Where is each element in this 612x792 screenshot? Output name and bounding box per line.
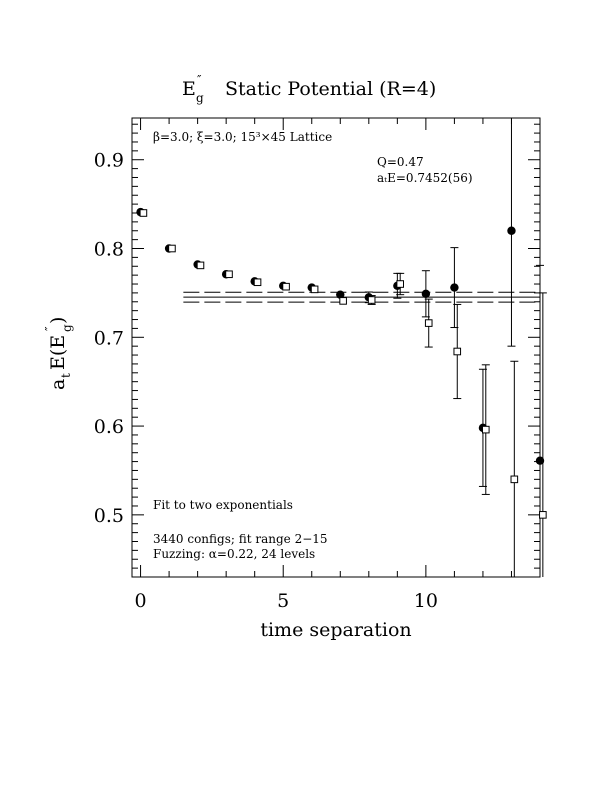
- x-tick-label: 10: [414, 590, 438, 612]
- annotation-q: Q=0.47: [377, 155, 424, 169]
- x-tick-label: 5: [277, 590, 289, 612]
- data-point-square: [168, 244, 176, 253]
- title-text: Static Potential (R=4): [225, 78, 436, 100]
- data-point-square: [225, 270, 233, 279]
- y-tick-label: 0.7: [94, 327, 124, 349]
- data-point-circle: [507, 226, 516, 235]
- chart-title: E ″ g Static Potential (R=4): [182, 73, 436, 105]
- title-symbol-sub: g: [196, 91, 204, 105]
- ylabel-sub1: t: [59, 373, 73, 378]
- data-point-square: [453, 347, 462, 356]
- data-point-square: [424, 319, 433, 327]
- data-point-square: [539, 511, 547, 519]
- data-point-square: [196, 261, 205, 270]
- data-point-circle: [336, 290, 345, 299]
- ylabel-main: a: [47, 379, 69, 390]
- annotation-lattice: β=3.0; ξ=3.0; 15³×45 Lattice: [153, 130, 332, 144]
- x-tick-label: 0: [135, 590, 147, 612]
- data-point-circle: [421, 289, 431, 298]
- y-tick-label: 0.8: [94, 239, 124, 261]
- data-point-square: [481, 425, 490, 434]
- x-axis-label: time separation: [260, 619, 411, 641]
- data-point-circle: [535, 456, 545, 465]
- y-tick-label: 0.9: [94, 150, 124, 172]
- data-point-square: [339, 297, 347, 305]
- data-point-square: [396, 280, 404, 288]
- annotation-fit-type: Fit to two exponentials: [153, 498, 293, 512]
- annotation-fuzzing: Fuzzing: α=0.22, 24 levels: [153, 547, 315, 561]
- plot-area: 0 5 10 0.5 0.6 0.7 0.8 0.9: [94, 117, 547, 612]
- data-point-square: [139, 209, 148, 217]
- data-point-square: [367, 296, 376, 304]
- data-point-square: [282, 282, 290, 291]
- y-tick-label: 0.5: [94, 505, 124, 527]
- annotation-configs: 3440 configs; fit range 2−15: [153, 532, 328, 546]
- data-point-circle: [450, 283, 459, 292]
- data-point-square: [253, 278, 262, 287]
- ylabel-mid: E(E: [47, 335, 69, 370]
- data-point-square: [310, 285, 319, 294]
- ylabel-end: ): [47, 317, 69, 324]
- y-tick-label: 0.6: [94, 416, 124, 438]
- title-symbol: E: [182, 78, 196, 100]
- ylabel-sub2: g: [60, 324, 74, 332]
- data-point-square: [510, 475, 519, 484]
- ylabel-prime: ″: [43, 326, 57, 331]
- y-axis-label: a t E(E ″ g ): [43, 317, 74, 390]
- annotation-energy: aₜE=0.7452(56): [377, 171, 473, 185]
- title-symbol-prime: ″: [197, 73, 202, 87]
